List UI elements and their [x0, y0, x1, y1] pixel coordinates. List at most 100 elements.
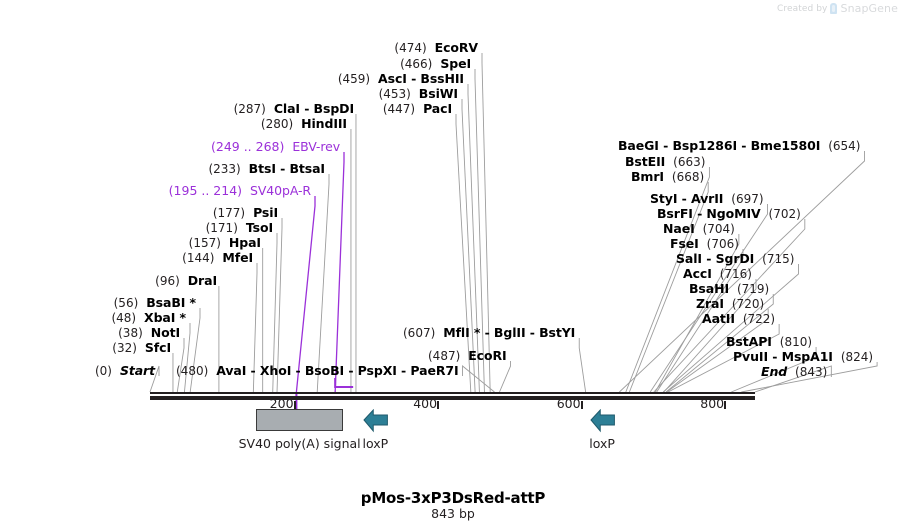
enzyme-label-styi[interactable]: StyI - AvrII (697) — [650, 192, 764, 206]
enzyme-label-baegi[interactable]: BaeGI - Bsp1286I - Bme1580I (654) — [618, 139, 861, 153]
enzyme-label-bsabi[interactable]: (56) BsaBI * — [114, 296, 196, 310]
enzyme-name: BstAPI — [726, 334, 772, 349]
enzyme-position: (824) — [840, 350, 874, 364]
label-spacer — [761, 206, 769, 221]
leader-line — [462, 365, 495, 393]
enzyme-name: FseI — [670, 236, 699, 251]
enzyme-label-hindiii[interactable]: (280) HindIII — [261, 117, 347, 131]
enzyme-position: (843) — [795, 365, 828, 379]
label-spacer — [772, 334, 780, 349]
enzyme-position: (716) — [719, 267, 752, 281]
label-spacer — [712, 266, 720, 281]
enzyme-name: PsiI — [253, 205, 278, 220]
enzyme-position: (722) — [742, 312, 776, 326]
enzyme-position: (704) — [702, 222, 735, 236]
enzyme-position: (697) — [731, 192, 764, 206]
enzyme-name: AvaI - XhoI - BsoBI - PspXI - PaeR7I — [216, 363, 459, 378]
enzyme-label-bsrfi[interactable]: BsrFI - NgoMIV (702) — [657, 207, 801, 221]
feature-box-sv40-polya-signal[interactable] — [256, 409, 344, 431]
enzyme-position: (171) — [205, 221, 238, 235]
enzyme-name: DraI — [187, 273, 217, 288]
enzyme-position: (447) — [382, 102, 416, 116]
enzyme-name: HindIII — [301, 116, 347, 131]
leader-line — [481, 53, 491, 393]
enzyme-label-pvuii[interactable]: PvuII - MspA1I (824) — [733, 350, 873, 364]
enzyme-label-bmri[interactable]: BmrI (668) — [631, 170, 704, 184]
leader-line — [276, 218, 283, 393]
enzyme-name: NotI — [150, 325, 180, 340]
feature-arrow-loxp[interactable] — [363, 409, 389, 433]
enzyme-label-mfei[interactable]: (144) MfeI — [182, 251, 253, 265]
enzyme-name: Start — [119, 363, 155, 378]
leader-line — [741, 362, 878, 393]
enzyme-label-btsi[interactable]: (233) BtsI - BtsaI — [208, 162, 325, 176]
leader-line — [252, 263, 258, 393]
enzyme-label-noti[interactable]: (38) NotI — [118, 326, 180, 340]
label-spacer — [833, 349, 841, 364]
enzyme-label-hpai[interactable]: (157) HpaI — [189, 236, 261, 250]
plasmid-backbone — [150, 392, 755, 394]
enzyme-label-asci[interactable]: (459) AscI - BssHII — [338, 72, 464, 86]
enzyme-label-bsiwi[interactable]: (453) BsiWI — [379, 87, 459, 101]
enzyme-position: (233) — [208, 162, 241, 176]
enzyme-label-mfli[interactable]: (607) MflI * - BglII - BstYI — [403, 326, 575, 340]
label-spacer — [137, 340, 145, 355]
leader-line — [754, 365, 832, 393]
enzyme-position: (466) — [400, 57, 433, 71]
ruler-tick — [293, 401, 296, 409]
enzyme-label-start[interactable]: (0) Start — [95, 364, 155, 378]
enzyme-name: PacI — [423, 101, 452, 116]
label-spacer — [143, 325, 151, 340]
watermark-prefix: Created by — [776, 3, 828, 14]
enzyme-label-psii[interactable]: (177) PsiI — [213, 206, 278, 220]
enzyme-label-zrai[interactable]: ZraI (720) — [696, 297, 764, 311]
feature-arrow-loxp[interactable] — [590, 409, 616, 433]
enzyme-label-sali[interactable]: SalI - SgrDI (715) — [676, 252, 794, 266]
label-spacer — [787, 364, 795, 379]
plasmid-length: 843 bp — [431, 506, 475, 521]
leader-line — [666, 309, 769, 393]
enzyme-position: (280) — [260, 117, 294, 131]
enzyme-position: (702) — [768, 207, 801, 221]
enzyme-position: (810) — [779, 335, 813, 349]
leader-line — [334, 152, 345, 393]
enzyme-label-clai[interactable]: (287) ClaI - BspDI — [234, 102, 355, 116]
enzyme-label-acci[interactable]: AccI (716) — [683, 267, 752, 281]
enzyme-label-bstapi[interactable]: BstAPI (810) — [726, 335, 812, 349]
enzyme-label-naei[interactable]: NaeI (704) — [663, 222, 735, 236]
leader-line — [625, 167, 710, 393]
enzyme-position: (487) — [428, 349, 461, 363]
enzyme-label-end[interactable]: End (843) — [761, 365, 827, 379]
enzyme-name: ZraI — [696, 296, 724, 311]
label-spacer — [138, 295, 146, 310]
enzyme-label-tsoi[interactable]: (171) TsoI — [206, 221, 273, 235]
snapgene-logo-icon — [830, 3, 838, 14]
enzyme-label-ebvrev[interactable]: (249 .. 268) EBV-rev — [211, 140, 340, 153]
enzyme-label-ecorv[interactable]: (474) EcoRV — [394, 41, 478, 55]
feature-label-loxp: loxP — [589, 436, 615, 451]
enzyme-label-bsahi[interactable]: BsaHI (719) — [689, 282, 769, 296]
enzyme-label-bsteii[interactable]: BstEII (663) — [625, 155, 705, 169]
enzyme-label-paci[interactable]: (447) PacI — [383, 102, 452, 116]
enzyme-label-aatii[interactable]: AatII (722) — [702, 312, 775, 326]
enzyme-label-ecori[interactable]: (487) EcoRI — [428, 349, 507, 363]
enzyme-position: (715) — [762, 252, 795, 266]
enzyme-label-avai[interactable]: (480) AvaI - XhoI - BsoBI - PspXI - PaeR… — [176, 364, 459, 378]
enzyme-label-sfci[interactable]: (32) SfcI — [112, 341, 171, 355]
leader-line — [662, 264, 799, 393]
enzyme-position: (177) — [212, 206, 246, 220]
enzyme-name: EcoRI — [468, 348, 507, 363]
label-spacer — [754, 251, 762, 266]
enzyme-name: BsaHI — [689, 281, 730, 296]
enzyme-name: End — [761, 364, 788, 379]
enzyme-name: BsrFI - NgoMIV — [657, 206, 761, 221]
enzyme-label-xbai[interactable]: (48) XbaI * — [111, 311, 186, 325]
enzyme-label-drai[interactable]: (96) DraI — [155, 274, 217, 288]
enzyme-label-fsei[interactable]: FseI (706) — [670, 237, 739, 251]
page-title: pMos-3xP3DsRed-attP — [360, 489, 546, 507]
leader-line — [667, 324, 780, 393]
enzyme-label-sv40par[interactable]: (195 .. 214) SV40pA-R — [169, 184, 311, 197]
enzyme-name: StyI - AvrII — [650, 191, 724, 206]
enzyme-label-spei[interactable]: (466) SpeI — [400, 57, 471, 71]
leader-line — [731, 347, 817, 393]
